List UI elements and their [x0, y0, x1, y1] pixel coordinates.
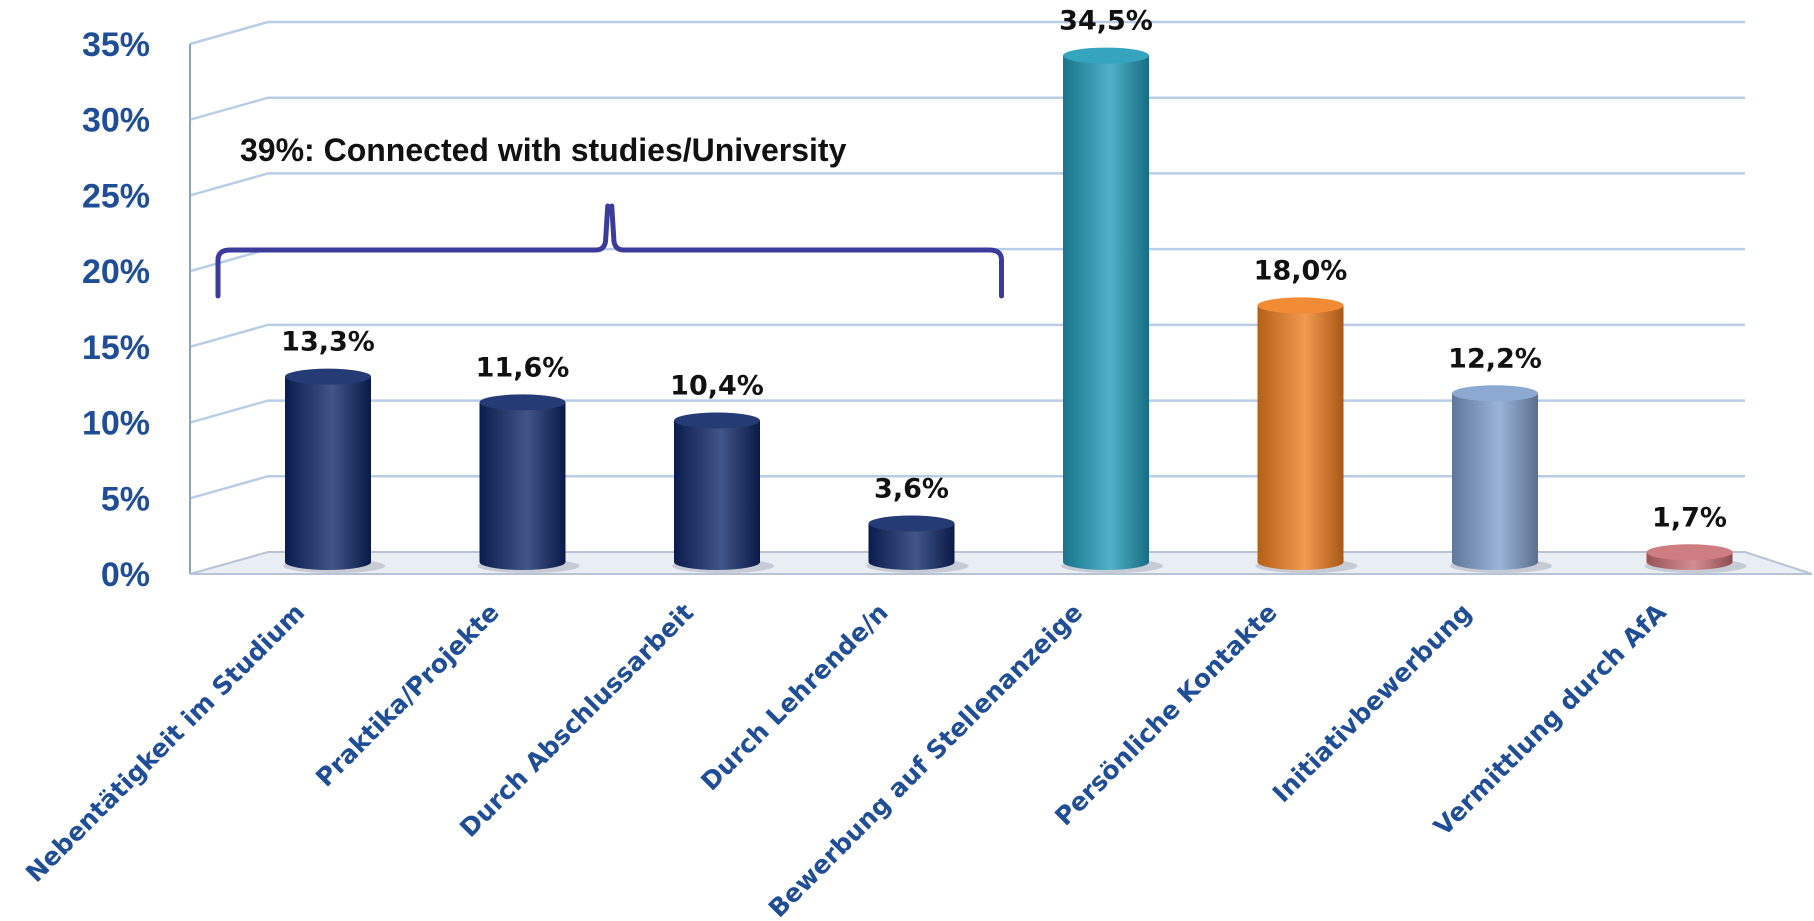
x-tick-label: Nebentätigkeit im Studium — [20, 598, 310, 888]
data-label: 34,5% — [1059, 6, 1153, 37]
bar — [866, 515, 969, 573]
y-tick-label: 20% — [82, 253, 150, 291]
bar-top — [674, 412, 760, 429]
x-tick-label: Persönliche Kontakte — [1049, 598, 1282, 831]
bar-top — [1646, 544, 1733, 561]
y-tick-label: 35% — [82, 26, 150, 64]
bar-body — [1452, 393, 1538, 570]
y-tick-label: 5% — [101, 480, 150, 518]
x-tick-label: Initiativbewerbung — [1267, 598, 1477, 808]
y-tick-label: 0% — [101, 556, 150, 594]
grid-line — [189, 20, 1745, 46]
x-axis-labels: Nebentätigkeit im Studium Praktika/Projek… — [20, 597, 1672, 921]
data-labels: 13,3% 11,6% 10,4% 3,6% 34,5% 18,0% 12,2% 1,7% — [281, 6, 1727, 534]
x-tick-label: Durch Lehrende/n — [695, 598, 894, 797]
data-label: 3,6% — [874, 473, 949, 504]
grid-line — [189, 475, 1745, 500]
annotation-group: 39%: Connected with studies/University — [215, 132, 1004, 299]
bar-body — [285, 376, 371, 570]
bar-body — [1257, 305, 1344, 570]
bar — [1061, 47, 1163, 573]
bar-top — [1452, 385, 1538, 402]
bar — [1644, 544, 1747, 573]
data-label: 12,2% — [1448, 343, 1542, 374]
data-label: 18,0% — [1254, 255, 1348, 286]
bar — [477, 394, 580, 573]
floor — [189, 551, 1813, 575]
y-tick-label: 10% — [82, 405, 150, 443]
grid-line — [189, 96, 1745, 121]
x-tick-label: Durch Abschlussarbeit — [454, 598, 699, 843]
bar-body — [868, 523, 955, 570]
x-tick-label: Praktika/Projekte — [310, 598, 505, 793]
y-axis: 0% 5% 10% 15% 20% 25% 30% 35% — [82, 26, 191, 594]
bars — [283, 47, 1747, 573]
bar-top — [1257, 297, 1344, 314]
bar-body — [1063, 55, 1149, 571]
grid-line — [189, 399, 1745, 424]
bar — [283, 368, 385, 573]
bar-top — [479, 394, 566, 411]
y-tick-label: 25% — [82, 177, 150, 215]
grid-line — [189, 172, 1745, 197]
bar — [672, 412, 774, 573]
x-tick-label: Vermittlung durch AfA — [1428, 597, 1672, 841]
annotation-text: 39%: Connected with studies/University — [240, 132, 847, 168]
data-label: 13,3% — [281, 327, 375, 358]
bar-body — [479, 402, 566, 570]
x-tick-label: Bewerbung auf Stellenanzeige — [763, 598, 1088, 921]
chart-floor — [189, 551, 1813, 575]
bar — [1450, 385, 1552, 573]
bar — [1255, 297, 1358, 573]
data-label: 1,7% — [1652, 502, 1727, 533]
bar-top — [1063, 47, 1149, 64]
bar-top — [868, 515, 955, 532]
bar-body — [674, 420, 760, 570]
data-label: 11,6% — [476, 352, 570, 383]
y-tick-label: 15% — [82, 329, 150, 367]
y-tick-label: 30% — [82, 102, 150, 140]
data-label: 10,4% — [670, 371, 764, 402]
annotation-bracket — [215, 203, 1004, 299]
bar-top — [285, 368, 371, 385]
grid-line — [189, 323, 1745, 349]
